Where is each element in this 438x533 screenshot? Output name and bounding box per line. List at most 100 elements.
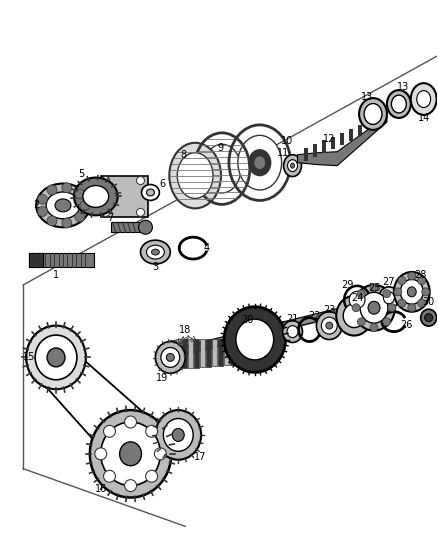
Circle shape: [394, 288, 402, 296]
Ellipse shape: [359, 98, 387, 130]
Ellipse shape: [353, 285, 395, 330]
Ellipse shape: [326, 322, 333, 329]
Text: 17: 17: [194, 452, 206, 462]
Circle shape: [383, 290, 391, 297]
Ellipse shape: [400, 279, 423, 304]
Bar: [230, 338, 235, 365]
Bar: [224, 338, 229, 365]
Circle shape: [383, 318, 391, 326]
Bar: [111, 222, 148, 232]
Bar: [200, 339, 205, 367]
Circle shape: [62, 183, 72, 193]
Bar: [349, 129, 353, 141]
Ellipse shape: [170, 143, 221, 208]
Ellipse shape: [166, 353, 174, 361]
Ellipse shape: [36, 183, 90, 227]
Text: 8: 8: [180, 150, 186, 160]
Ellipse shape: [177, 153, 213, 198]
Ellipse shape: [74, 177, 118, 215]
Ellipse shape: [146, 189, 155, 196]
Ellipse shape: [146, 245, 164, 259]
Ellipse shape: [155, 342, 185, 373]
Text: 13: 13: [361, 92, 373, 102]
Circle shape: [38, 195, 47, 204]
Circle shape: [417, 277, 426, 285]
Ellipse shape: [411, 83, 437, 115]
Bar: [29, 253, 94, 267]
Bar: [170, 340, 175, 369]
Text: 2: 2: [33, 200, 39, 211]
Text: 23: 23: [323, 305, 336, 314]
Ellipse shape: [141, 184, 159, 200]
Circle shape: [408, 304, 416, 312]
Ellipse shape: [203, 144, 241, 193]
Ellipse shape: [101, 422, 160, 486]
Ellipse shape: [26, 326, 86, 389]
Circle shape: [38, 207, 47, 216]
Circle shape: [146, 425, 158, 437]
Bar: [29, 253, 43, 267]
Ellipse shape: [254, 156, 266, 169]
Text: 12: 12: [323, 134, 336, 144]
Ellipse shape: [364, 103, 382, 124]
Circle shape: [62, 218, 72, 228]
Text: 20: 20: [242, 314, 254, 325]
Bar: [358, 125, 362, 136]
Bar: [304, 148, 308, 161]
Text: 22: 22: [308, 311, 321, 321]
Text: 7: 7: [108, 213, 114, 223]
Circle shape: [398, 277, 406, 285]
Ellipse shape: [287, 326, 298, 337]
Ellipse shape: [321, 317, 337, 334]
Circle shape: [370, 284, 378, 292]
Bar: [236, 338, 241, 365]
Circle shape: [408, 272, 416, 280]
Text: 11: 11: [276, 148, 289, 158]
Text: 15: 15: [23, 352, 35, 362]
Text: 27: 27: [383, 277, 395, 287]
Circle shape: [80, 200, 90, 211]
Ellipse shape: [90, 410, 171, 497]
Ellipse shape: [407, 287, 416, 297]
Text: 26: 26: [401, 320, 413, 329]
Circle shape: [95, 448, 107, 460]
Ellipse shape: [387, 90, 411, 118]
Ellipse shape: [35, 335, 77, 380]
Ellipse shape: [343, 304, 365, 328]
Circle shape: [102, 208, 110, 216]
Bar: [194, 339, 199, 368]
Ellipse shape: [249, 150, 271, 175]
Circle shape: [398, 299, 406, 307]
Bar: [206, 339, 211, 367]
Circle shape: [124, 480, 137, 491]
Text: 28: 28: [414, 270, 427, 280]
Ellipse shape: [283, 321, 303, 343]
Text: 5: 5: [78, 168, 84, 179]
Ellipse shape: [238, 135, 282, 190]
Ellipse shape: [360, 292, 388, 323]
Text: 1: 1: [53, 270, 59, 280]
Circle shape: [388, 304, 396, 312]
Bar: [322, 140, 326, 153]
Circle shape: [75, 212, 85, 222]
Ellipse shape: [336, 296, 372, 336]
Circle shape: [103, 425, 116, 437]
Circle shape: [357, 290, 365, 297]
Text: 24: 24: [351, 293, 363, 303]
Text: 25: 25: [368, 283, 380, 293]
Ellipse shape: [172, 429, 184, 441]
Bar: [176, 340, 181, 369]
Bar: [188, 340, 193, 368]
Ellipse shape: [161, 348, 180, 367]
Text: 14: 14: [417, 113, 430, 123]
Bar: [101, 175, 148, 217]
Bar: [182, 340, 187, 368]
Circle shape: [352, 304, 360, 312]
Ellipse shape: [421, 309, 437, 326]
Circle shape: [47, 216, 57, 226]
Circle shape: [103, 470, 116, 482]
Text: 3: 3: [152, 262, 159, 272]
Ellipse shape: [283, 155, 301, 176]
Text: 6: 6: [159, 179, 166, 189]
Circle shape: [75, 189, 85, 199]
